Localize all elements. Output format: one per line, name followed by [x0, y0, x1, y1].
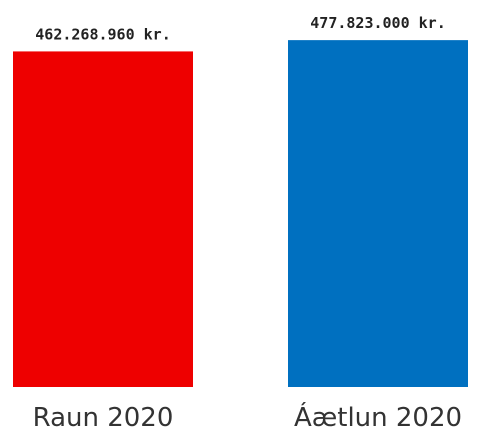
- bar-2: [288, 40, 468, 388]
- category-label-1: Raun 2020: [33, 403, 174, 433]
- category-label-2: Áætlun 2020: [294, 401, 462, 433]
- bar-2-value-label: 477.823.000 kr.: [310, 14, 445, 32]
- bar-1: [13, 51, 193, 388]
- bar-1-value-label: 462.268.960 kr.: [35, 25, 170, 43]
